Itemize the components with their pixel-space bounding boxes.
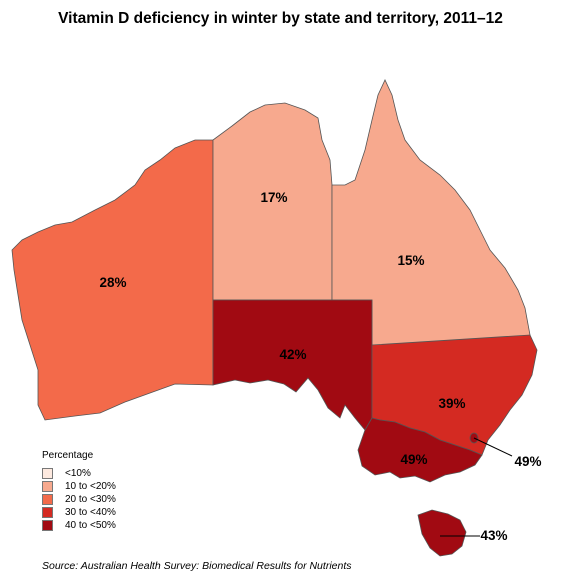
legend-item: 40 to <50%: [42, 519, 116, 532]
label-qld: 15%: [397, 253, 424, 268]
map-title: Vitamin D deficiency in winter by state …: [58, 10, 503, 27]
legend-swatch: [42, 494, 53, 505]
label-sa: 42%: [279, 347, 306, 362]
act-pointer-line: [473, 437, 513, 457]
legend: Percentage <10% 10 to <20% 20 to <30% 30…: [42, 450, 116, 532]
legend-label: 30 to <40%: [65, 507, 116, 518]
legend-label: 20 to <30%: [65, 494, 116, 505]
legend-swatch: [42, 520, 53, 531]
label-wa: 28%: [99, 275, 126, 290]
legend-swatch: [42, 507, 53, 518]
label-nt: 17%: [260, 190, 287, 205]
region-vic[interactable]: [357, 417, 483, 483]
region-wa[interactable]: [11, 139, 214, 421]
region-tas[interactable]: [417, 509, 467, 557]
legend-item: 20 to <30%: [42, 493, 116, 506]
label-nsw: 39%: [438, 396, 465, 411]
legend-item: 10 to <20%: [42, 480, 116, 493]
legend-swatch: [42, 481, 53, 492]
region-sa[interactable]: [212, 299, 373, 431]
label-tas: 43%: [480, 528, 507, 543]
legend-label: 10 to <20%: [65, 481, 116, 492]
legend-label: 40 to <50%: [65, 520, 116, 531]
legend-swatch: [42, 468, 53, 479]
source-note: Source: Australian Health Survey: Biomed…: [42, 560, 352, 572]
legend-item: <10%: [42, 467, 116, 480]
legend-label: <10%: [65, 468, 91, 479]
label-act: 49%: [514, 454, 541, 469]
label-vic: 49%: [400, 452, 427, 467]
legend-title: Percentage: [42, 450, 94, 461]
legend-item: 30 to <40%: [42, 506, 116, 519]
